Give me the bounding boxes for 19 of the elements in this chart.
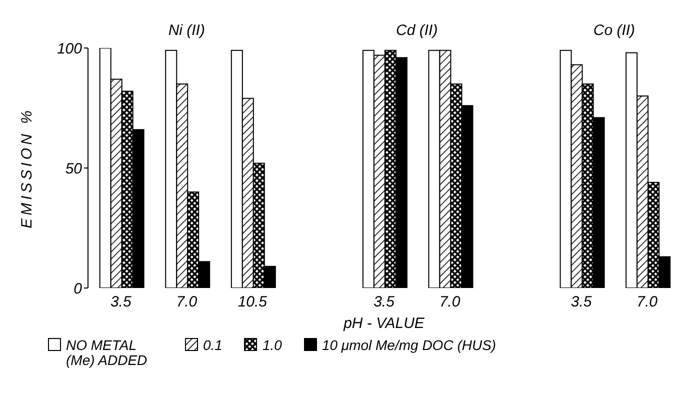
text: Co (II)	[592, 22, 636, 39]
y-tick-label: 50	[65, 160, 83, 178]
x-tick-label: 3.5	[374, 294, 396, 311]
x-axis-title: pH - VALUE	[342, 315, 426, 332]
y-tick-label: 0	[74, 280, 83, 298]
text: Cd (II)	[395, 22, 439, 39]
y-tick-label: 100	[56, 40, 83, 58]
x-tick-label: 3.5	[110, 294, 132, 311]
legend-label: 0.1	[203, 337, 222, 353]
y-axis-title: EMISSION %	[18, 108, 36, 228]
legend-label: 1.0	[262, 337, 282, 353]
x-tick-label: 7.0	[636, 294, 658, 311]
x-tick-label: 7.0	[439, 294, 461, 311]
x-tick-label: 3.5	[570, 294, 592, 311]
x-tick-label: 7.0	[176, 294, 198, 311]
legend-label: NO METAL (Me) ADDED	[66, 337, 148, 368]
legend-label: 10 μmol Me/mg DOC (HUS)	[322, 337, 496, 353]
x-tick-label: 10.5	[238, 294, 268, 311]
text: Ni (II)	[167, 22, 206, 39]
